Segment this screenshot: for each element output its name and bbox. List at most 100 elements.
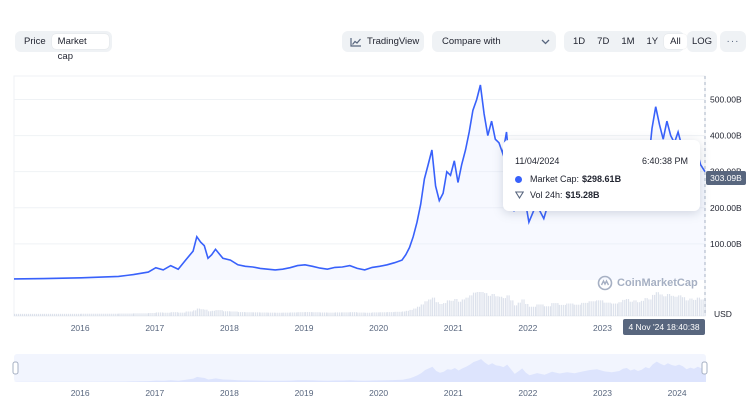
volume-bar [465,297,467,316]
volume-bar [38,313,40,316]
volume-bar [590,301,592,316]
navigator-tick-label: 2020 [369,388,388,398]
y-tick-label: 100.00B [710,239,742,249]
tooltip-market-cap-value: $298.61B [582,174,622,184]
volume-bar [652,294,654,316]
range-1m-button[interactable]: 1M [621,36,635,47]
volume-bar [581,302,583,316]
volume-bar [329,312,331,316]
volume-bar [236,311,238,316]
volume-bar [243,312,246,316]
volume-bar [338,312,341,316]
volume-bar [89,313,91,316]
x-tick-label: 2017 [145,323,164,333]
volume-bar [600,300,602,316]
x-tick-label: 2016 [71,323,90,333]
volume-bar [513,305,516,316]
volume-bar [478,292,480,316]
market-cap-tab[interactable]: Market cap [51,34,109,62]
log-scale-button[interactable]: LOG [687,31,717,52]
volume-bar [439,304,441,316]
volume-bar [614,303,617,316]
volume-bar [77,313,80,316]
volume-bar [262,312,264,316]
compare-with-dropdown[interactable]: Compare with [432,31,556,52]
volume-bar [67,313,70,316]
currency-label: USD [714,309,732,319]
volume-bar [97,313,99,316]
volume-bar [607,302,609,316]
volume-bar [264,312,266,316]
volume-bar [176,312,178,316]
range-selector: 1D 7D 1M 1Y All [564,31,687,52]
volume-bar [61,313,64,316]
chevron-down-icon [541,39,550,44]
volume-bar [568,303,570,316]
navigator-tick-label: 2018 [220,388,239,398]
navigator-tick-label: 2022 [518,388,537,398]
volume-bar [428,299,430,316]
volume-bar [141,313,143,316]
volume-bar [385,312,387,316]
volume-bar [598,300,600,316]
volume-bar [165,312,167,316]
volume-bar [14,313,16,316]
volume-bar [93,313,95,316]
volume-bar [147,313,149,316]
volume-bar [402,311,404,316]
range-1d-button[interactable]: 1D [573,36,586,47]
volume-bar [204,309,206,316]
volume-bar [510,300,512,316]
volume-bar [700,299,702,316]
volume-bar [193,310,195,316]
range-all-button[interactable]: All [664,34,687,49]
volume-bar [484,293,486,316]
coinmarketcap-watermark: CoinMarketCap [597,275,698,291]
volume-bar [232,311,234,316]
volume-bar [381,312,383,316]
volume-bar [99,313,101,316]
volume-bar [575,304,577,316]
range-1y-button[interactable]: 1Y [646,36,659,47]
range-7d-button[interactable]: 7D [597,36,610,47]
volume-bar [95,313,97,316]
volume-bar [282,312,284,316]
volume-bar [364,312,366,316]
volume-bar [446,300,449,316]
volume-bar [523,299,525,316]
navigator-right-handle[interactable] [701,361,708,375]
volume-bar [445,303,447,316]
navigator-tick-label: 2019 [295,388,314,398]
volume-bar [32,313,34,316]
volume-bar [222,311,225,316]
tradingview-button[interactable]: TradingView [342,31,424,52]
volume-bar [323,312,326,316]
price-tab[interactable]: Price [24,36,46,47]
more-options-button[interactable]: ··· [720,31,746,52]
volume-bar [290,312,292,316]
volume-diamond-icon [515,191,524,199]
volume-bar [448,300,451,316]
volume-bar [460,301,462,316]
volume-bar [275,312,277,316]
volume-bar [109,313,111,316]
volume-bar [378,312,380,316]
volume-bar [532,306,535,316]
navigator-left-handle[interactable] [12,361,19,375]
volume-bar [111,313,113,316]
volume-bar [284,312,286,316]
volume-bar [267,312,269,316]
volume-bar [219,310,221,316]
volume-bar [215,310,217,316]
volume-bar [49,313,52,316]
volume-bar [609,302,611,316]
volume-bar [549,306,552,316]
volume-bar [583,302,585,316]
volume-bar [648,299,650,316]
volume-bar [200,309,202,316]
volume-bar [349,312,351,316]
navigator-tick-label: 2017 [145,388,164,398]
volume-bar [83,313,85,316]
volume-bar [327,312,329,316]
volume-bar [145,313,147,316]
